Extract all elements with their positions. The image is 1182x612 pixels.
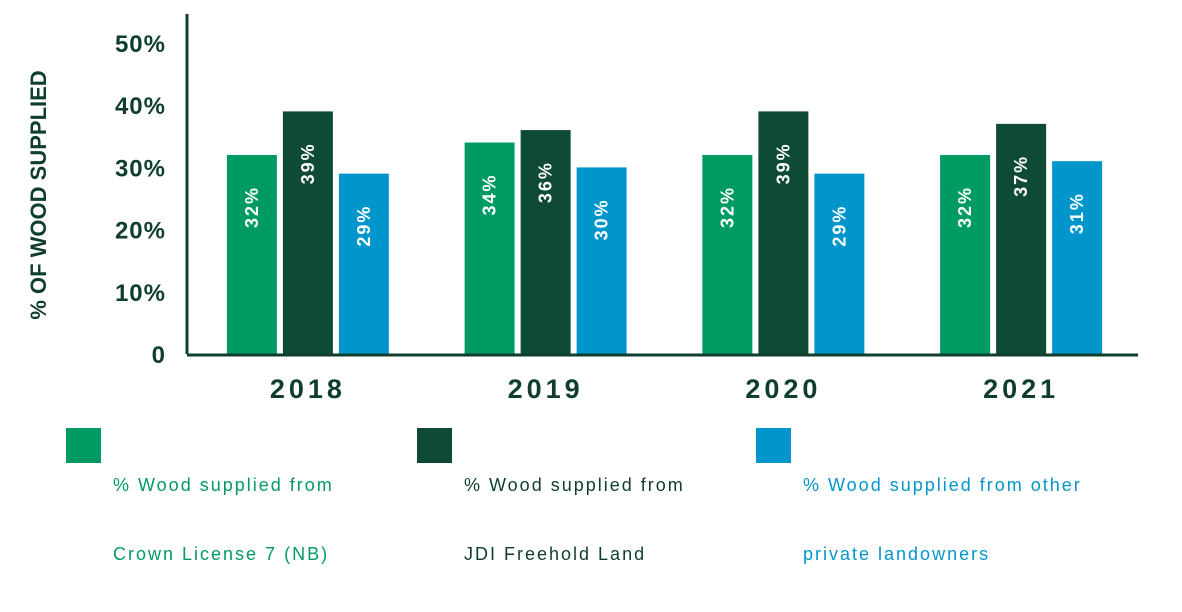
data-label: 30% bbox=[592, 198, 612, 240]
legend-label-line: % Wood supplied from other bbox=[803, 475, 1082, 495]
bars-group bbox=[226, 111, 1103, 354]
bar bbox=[758, 111, 809, 354]
legend-label-line: JDI Freehold Land bbox=[464, 544, 647, 564]
data-label: 32% bbox=[717, 186, 737, 228]
bar bbox=[940, 154, 991, 354]
legend-swatch-jdi-freehold bbox=[417, 428, 452, 463]
y-tick-label: 30% bbox=[115, 155, 166, 182]
data-label: 32% bbox=[955, 186, 975, 228]
x-axis: 2018 2019 2020 2021 bbox=[187, 353, 1138, 404]
legend-item-jdi-freehold: % Wood supplied from JDI Freehold Land bbox=[417, 428, 685, 612]
data-label: 34% bbox=[480, 174, 500, 216]
x-tick-label: 2018 bbox=[270, 374, 346, 404]
legend-swatch-private-landowners bbox=[756, 428, 791, 463]
y-axis-title: % OF WOOD SUPPLIED bbox=[26, 70, 51, 319]
legend-item-private-landowners: % Wood supplied from other private lando… bbox=[756, 428, 1082, 612]
data-label: 29% bbox=[829, 205, 849, 247]
bar bbox=[464, 142, 515, 354]
bar bbox=[338, 173, 389, 354]
y-tick-label: 0 bbox=[152, 342, 166, 369]
bar bbox=[702, 154, 753, 354]
bar-chart: 32% 39% 29% 34% 36% 30% 32% 39% 29% 32% 37% 31% 0 10… bbox=[26, 14, 1138, 404]
data-label: 39% bbox=[773, 142, 793, 184]
data-label: 37% bbox=[1011, 155, 1031, 197]
y-tick-label: 40% bbox=[115, 93, 166, 120]
y-tick-label: 10% bbox=[115, 280, 166, 307]
x-tick-label: 2019 bbox=[508, 374, 584, 404]
legend-label-jdi-freehold: % Wood supplied from JDI Freehold Land bbox=[464, 428, 685, 612]
legend-swatch-crown-license bbox=[66, 428, 101, 463]
data-labels-group: 32% 39% 29% 34% 36% 30% 32% 39% 29% 32% 37% 31% bbox=[242, 142, 1087, 246]
y-axis: 0 10% 20% 30% 40% 50% bbox=[115, 14, 189, 369]
data-label: 31% bbox=[1067, 192, 1087, 234]
legend-label-private-landowners: % Wood supplied from other private lando… bbox=[803, 428, 1082, 612]
x-tick-label: 2021 bbox=[983, 374, 1059, 404]
data-label: 39% bbox=[298, 142, 318, 184]
bar bbox=[226, 154, 277, 354]
legend-label-line: % Wood supplied from bbox=[113, 475, 334, 495]
legend-item-crown-license: % Wood supplied from Crown License 7 (NB… bbox=[66, 428, 334, 612]
data-label: 29% bbox=[354, 205, 374, 247]
bar bbox=[1052, 161, 1103, 354]
data-label: 36% bbox=[536, 161, 556, 203]
bar bbox=[282, 111, 333, 354]
y-tick-label: 50% bbox=[115, 31, 166, 58]
x-tick-label: 2020 bbox=[745, 374, 821, 404]
bar bbox=[996, 123, 1047, 354]
legend-label-line: private landowners bbox=[803, 544, 991, 564]
y-tick-label: 20% bbox=[115, 218, 166, 245]
bar bbox=[576, 167, 627, 354]
legend-label-line: % Wood supplied from bbox=[464, 475, 685, 495]
data-label: 32% bbox=[242, 186, 262, 228]
legend-label-crown-license: % Wood supplied from Crown License 7 (NB… bbox=[113, 428, 334, 612]
bar bbox=[520, 130, 571, 354]
bar bbox=[814, 173, 865, 354]
legend-label-line: Crown License 7 (NB) bbox=[113, 544, 330, 564]
